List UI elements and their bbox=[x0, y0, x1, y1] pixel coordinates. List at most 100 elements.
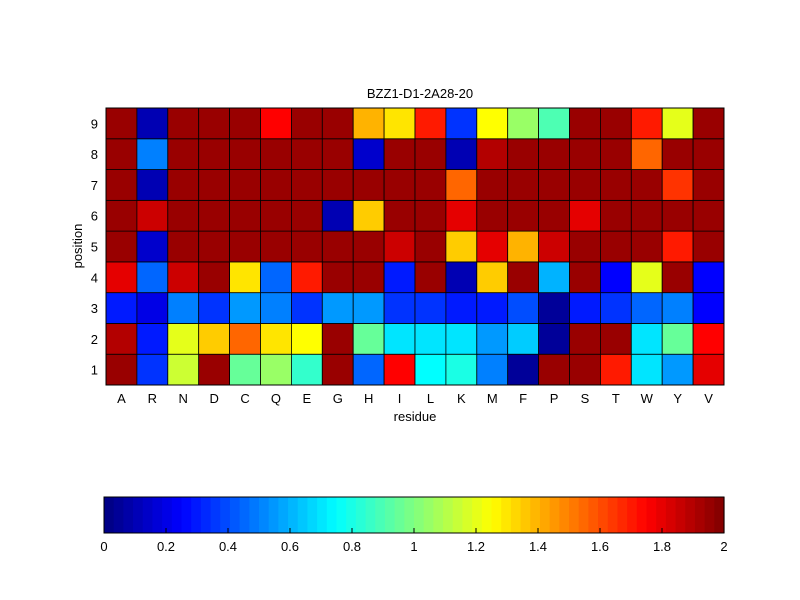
heatmap-cell bbox=[692, 230, 725, 263]
x-tick-label: D bbox=[209, 391, 218, 406]
x-tick-label: T bbox=[612, 391, 620, 406]
colorbar-band bbox=[394, 497, 405, 533]
heatmap-cell bbox=[538, 138, 570, 170]
heatmap-cell bbox=[383, 353, 416, 386]
heatmap-cell bbox=[414, 199, 447, 232]
colorbar-band bbox=[714, 497, 725, 533]
heatmap-cell bbox=[445, 353, 478, 386]
heatmap-cell bbox=[507, 353, 540, 386]
heatmap-cell bbox=[507, 230, 540, 263]
x-tick-label: F bbox=[519, 391, 527, 406]
heatmap-cell bbox=[290, 199, 323, 232]
x-tick-label: I bbox=[398, 391, 402, 406]
colorbar-band bbox=[288, 497, 299, 533]
heatmap-cell bbox=[105, 169, 138, 201]
heatmap-cell bbox=[229, 323, 261, 355]
heatmap-cell bbox=[569, 230, 601, 263]
colorbar-band bbox=[423, 497, 434, 533]
heatmap-cell bbox=[445, 261, 478, 294]
heatmap-cell bbox=[507, 261, 540, 294]
heatmap-cell bbox=[136, 323, 169, 355]
heatmap-cell bbox=[136, 230, 169, 263]
heatmap-cell bbox=[600, 138, 632, 170]
colorbar-band bbox=[278, 497, 289, 533]
heatmap-cell bbox=[198, 169, 230, 201]
colorbar-band bbox=[452, 497, 464, 533]
y-tick-label: 5 bbox=[91, 240, 98, 255]
heatmap-cell bbox=[600, 199, 632, 232]
colorbar-tick-label: 0.6 bbox=[281, 539, 299, 554]
heatmap-cell bbox=[445, 230, 478, 263]
heatmap-cell bbox=[136, 169, 169, 201]
heatmap-cell bbox=[630, 261, 663, 294]
colorbar-band bbox=[365, 497, 376, 533]
heatmap-cell bbox=[661, 230, 694, 263]
heatmap-cell bbox=[569, 323, 601, 355]
colorbar-band bbox=[694, 497, 706, 533]
heatmap-cell bbox=[476, 323, 509, 355]
heatmap-cell bbox=[198, 230, 230, 263]
colorbar-band bbox=[355, 497, 367, 533]
heatmap-cell bbox=[476, 292, 509, 324]
heatmap-cell bbox=[476, 107, 509, 140]
colorbar-band bbox=[307, 497, 318, 533]
heatmap-cell bbox=[476, 261, 509, 294]
heatmap-cell bbox=[507, 323, 540, 355]
heatmap-cell bbox=[507, 292, 540, 324]
colorbar-band bbox=[171, 497, 183, 533]
heatmap-cell bbox=[167, 292, 200, 324]
heatmap-cell bbox=[260, 261, 292, 294]
heatmap-cell bbox=[661, 169, 694, 201]
heatmap-cell bbox=[600, 230, 632, 263]
colorbar-tick-label: 2 bbox=[720, 539, 727, 554]
heatmap-cell bbox=[569, 353, 601, 386]
x-tick-label: C bbox=[240, 391, 249, 406]
heatmap-cell bbox=[538, 323, 570, 355]
heatmap-cell bbox=[445, 169, 478, 201]
heatmap-cell bbox=[229, 230, 261, 263]
colorbar-band bbox=[191, 497, 202, 533]
heatmap-cell bbox=[229, 199, 261, 232]
colorbar-tick-label: 1.2 bbox=[467, 539, 485, 554]
heatmap-cell bbox=[538, 107, 570, 140]
colorbar-band bbox=[326, 497, 338, 533]
colorbar-band bbox=[162, 497, 173, 533]
heatmap-cell bbox=[321, 199, 354, 232]
colorbar-band bbox=[636, 497, 648, 533]
plot-frame bbox=[105, 107, 725, 386]
heatmap-cell bbox=[414, 169, 447, 201]
colorbar-band bbox=[607, 497, 619, 533]
colorbar-band bbox=[685, 497, 696, 533]
colorbar-tick-label: 1.4 bbox=[529, 539, 547, 554]
heatmap-cell bbox=[661, 353, 694, 386]
colorbar-band bbox=[665, 497, 677, 533]
heatmap-cell bbox=[569, 199, 601, 232]
heatmap-cell bbox=[600, 169, 632, 201]
colorbar-band bbox=[414, 497, 425, 533]
x-tick-label: V bbox=[704, 391, 713, 406]
heatmap-cells bbox=[105, 107, 725, 386]
colorbar-band bbox=[375, 497, 386, 533]
colorbar-band bbox=[491, 497, 502, 533]
colorbar-tick-label: 1 bbox=[410, 539, 417, 554]
heatmap-cell bbox=[167, 261, 200, 294]
heatmap-cell bbox=[136, 261, 169, 294]
heatmap-cell bbox=[630, 107, 663, 140]
colorbar-tick-label: 0.8 bbox=[343, 539, 361, 554]
colorbar-band bbox=[133, 497, 144, 533]
heatmap-cell bbox=[507, 199, 540, 232]
heatmap-cell bbox=[167, 323, 200, 355]
colorbar-band bbox=[200, 497, 212, 533]
heatmap-cell bbox=[167, 230, 200, 263]
heatmap-cell bbox=[229, 169, 261, 201]
heatmap-cell bbox=[198, 107, 230, 140]
heatmap-cell bbox=[692, 107, 725, 140]
heatmap-cell bbox=[538, 230, 570, 263]
heatmap-cell bbox=[476, 169, 509, 201]
y-tick-label: 4 bbox=[91, 270, 98, 285]
heatmap-cell bbox=[414, 261, 447, 294]
heatmap-cell bbox=[414, 353, 447, 386]
heatmap-cell bbox=[538, 261, 570, 294]
heatmap-cell bbox=[198, 199, 230, 232]
